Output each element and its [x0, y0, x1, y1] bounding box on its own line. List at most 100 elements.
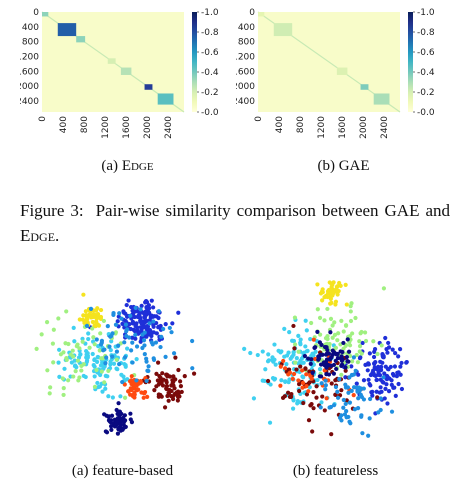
scatter-point	[307, 385, 312, 390]
scatter-point	[81, 373, 86, 379]
scatter-point	[354, 352, 359, 358]
scatter-point	[330, 352, 335, 357]
scatter-point	[90, 351, 95, 357]
scatter-point	[334, 288, 340, 293]
scatter-point	[91, 335, 96, 340]
y-tick-label: 400	[238, 23, 255, 33]
scatter-point	[345, 337, 350, 342]
scatter-point	[126, 298, 131, 303]
scatter-point	[398, 347, 403, 352]
scatter-point	[110, 354, 115, 359]
scatter-point	[129, 374, 134, 379]
scatter-point	[322, 344, 328, 350]
scatter-point	[75, 358, 81, 363]
scatter-point	[317, 367, 323, 372]
scatter-point	[123, 322, 129, 327]
scatter-point	[296, 349, 301, 354]
scatter-point	[381, 375, 386, 380]
scatter-point	[143, 311, 149, 316]
scatter-point	[69, 360, 74, 365]
scatter-point	[61, 350, 66, 355]
scatter-point	[123, 311, 128, 316]
scatter-point	[318, 332, 323, 337]
heatmap-block	[120, 67, 132, 75]
scatter-point	[389, 409, 395, 414]
x-tick-label: 0	[38, 116, 48, 122]
scatter-point	[139, 321, 144, 326]
scatter-point	[273, 362, 278, 367]
scatter-point	[379, 343, 384, 348]
scatter-point	[385, 350, 390, 355]
scatter-point	[115, 319, 120, 324]
scatter-point	[142, 315, 148, 320]
scatter-point	[149, 298, 154, 303]
colorbar-tick-label: -1.0	[201, 8, 219, 18]
scatter-point	[90, 326, 95, 331]
scatter-point	[74, 344, 79, 349]
scatter-point	[169, 383, 174, 388]
scatter-point	[304, 384, 309, 389]
scatter-point	[106, 394, 111, 399]
scatter-point	[322, 361, 327, 366]
scatter-point	[190, 366, 195, 371]
scatter-point	[71, 374, 76, 379]
scatter-point	[106, 368, 111, 374]
scatter-point	[100, 389, 105, 394]
scatter-point	[345, 385, 351, 390]
scatter-point	[298, 364, 303, 369]
colorbar-tick-label: -0.8	[201, 28, 219, 38]
scatter-point	[142, 352, 147, 357]
scatter-point	[272, 357, 277, 362]
scatter-point	[163, 354, 168, 359]
scatter-point	[325, 291, 331, 296]
scatter-point	[292, 346, 297, 351]
scatter-point	[374, 389, 379, 394]
scatter-point	[151, 357, 157, 363]
scatter-point	[155, 378, 160, 383]
scatter-point	[290, 406, 296, 411]
scatter-point	[92, 384, 98, 389]
scatter-point	[300, 385, 305, 390]
scatter-point	[282, 326, 287, 331]
scatter-point	[301, 400, 306, 406]
scatter-point	[92, 342, 97, 347]
heatmap-caption-gae: (b) GAE	[317, 158, 370, 174]
scatter-point	[341, 405, 346, 410]
scatter-point	[122, 355, 128, 360]
scatter-point	[170, 321, 175, 326]
scatter-point	[302, 353, 307, 359]
scatter-point	[158, 378, 163, 383]
scatter-point	[339, 418, 344, 423]
scatter-point	[341, 329, 346, 334]
scatter-point	[339, 413, 344, 418]
colorbar-tick-label: -0.4	[417, 68, 435, 78]
x-tick-label: 2000	[143, 116, 153, 139]
scatter-point	[160, 383, 166, 388]
scatter-point	[343, 401, 348, 407]
scatter-point	[296, 378, 301, 383]
scatter-point	[70, 348, 75, 353]
similarity-heatmap-edge: 0 400 800 1200 1600 2000 2400 0 400 800 1200 1600 20…	[16, 8, 219, 139]
scatter-point	[339, 362, 345, 367]
scatter-point	[343, 368, 348, 373]
scatter-point	[357, 339, 362, 344]
heatmap-block	[76, 36, 86, 43]
scatter-point	[109, 424, 114, 429]
scatter-point	[329, 300, 334, 305]
scatter-point	[156, 360, 161, 365]
scatter-point	[343, 323, 349, 328]
scatter-point	[335, 351, 340, 357]
scatter-point	[347, 353, 353, 358]
scatter-point	[144, 378, 149, 384]
scatter-point	[377, 373, 383, 378]
scatter-point	[309, 402, 314, 407]
scatter-point	[171, 374, 176, 379]
scatter-point	[64, 356, 69, 361]
scatter-point	[121, 374, 126, 379]
scatter-point	[102, 380, 107, 385]
scatter-point	[309, 376, 314, 381]
scatter-point	[122, 340, 127, 345]
similarity-heatmap-gae: 0 400 800 1200 1600 2000 2400 0 400 800 1200 1600 20…	[232, 8, 435, 139]
scatter-point	[126, 389, 131, 394]
scatter-point	[150, 342, 155, 347]
